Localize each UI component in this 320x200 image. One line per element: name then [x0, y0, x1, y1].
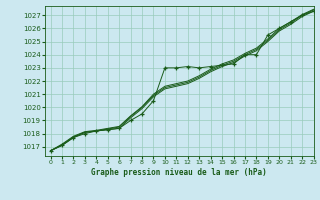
- X-axis label: Graphe pression niveau de la mer (hPa): Graphe pression niveau de la mer (hPa): [91, 168, 267, 177]
